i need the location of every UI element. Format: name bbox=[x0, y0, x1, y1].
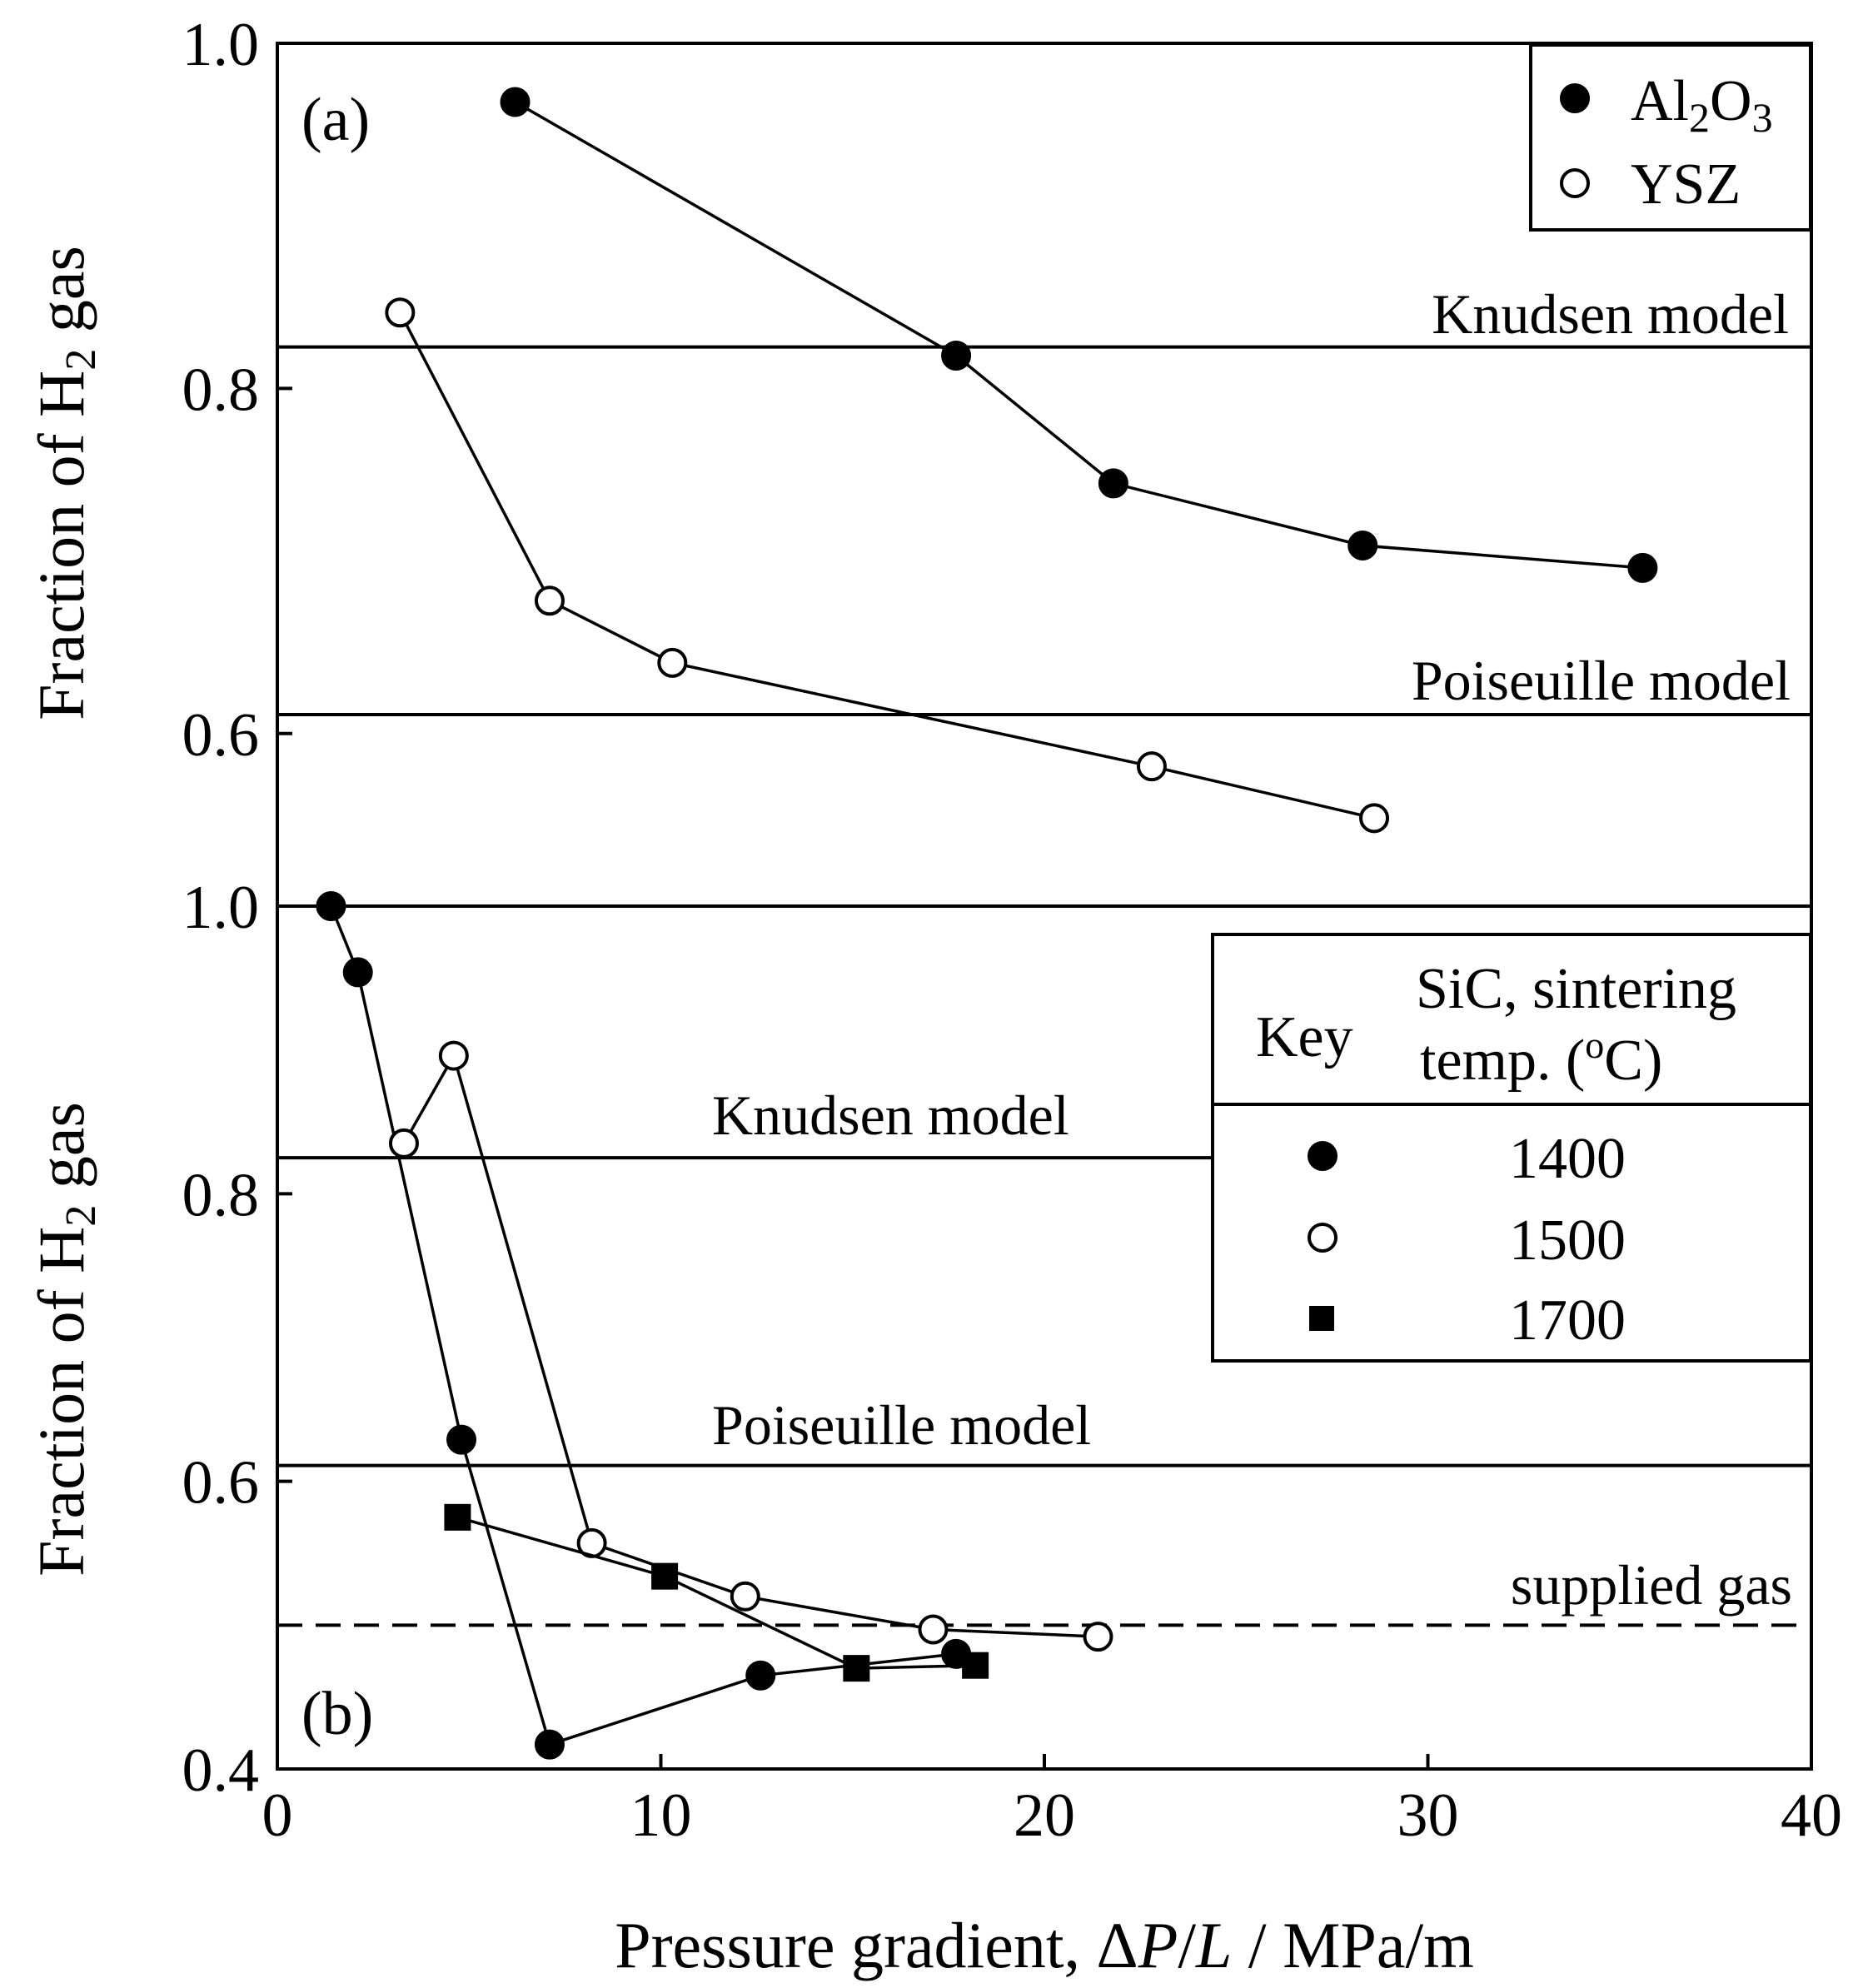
x-tick-label: 30 bbox=[1397, 1781, 1459, 1850]
legend-1500-marker bbox=[1308, 1223, 1337, 1253]
legend-ysz-marker bbox=[1560, 168, 1590, 198]
x-axis-title: Pressure gradient, ΔP/L / MPa/m bbox=[615, 1909, 1474, 1981]
panel-b-point-1500 bbox=[1083, 1622, 1113, 1652]
panel-b-point-1400 bbox=[745, 1660, 776, 1691]
panel-a-y-tick-label: 0.6 bbox=[182, 701, 260, 770]
panel-b-point-1700 bbox=[651, 1562, 679, 1590]
panel-b-series bbox=[316, 891, 1113, 1760]
panel-a-letter: (a) bbox=[301, 86, 370, 154]
legend-1500-label: 1500 bbox=[1509, 1208, 1626, 1273]
panel-b-point-1500 bbox=[438, 1040, 469, 1071]
panel-a-point-ysz bbox=[385, 297, 416, 328]
legend-1400-label: 1400 bbox=[1509, 1127, 1626, 1191]
panel-b-point-1700 bbox=[843, 1655, 870, 1682]
panel-a-legend: Al2O3 YSZ bbox=[1529, 43, 1812, 232]
x-tick-label: 10 bbox=[630, 1781, 692, 1850]
panel-a-point-ysz bbox=[657, 647, 688, 678]
panel-b-series-1700-line bbox=[456, 1516, 976, 1670]
panel-b-x-ticks: 0 10 20 30 40 bbox=[262, 1754, 1842, 1850]
legend-header-line1: SiC, sintering bbox=[1416, 957, 1736, 1021]
legend-al2o3-marker bbox=[1560, 83, 1590, 113]
panel-a-y-tick-label: 1.0 bbox=[182, 11, 260, 79]
panel-a-y-axis-title: Fraction of H2 gas bbox=[25, 246, 105, 720]
panel-a-point-ysz bbox=[534, 585, 565, 616]
panel-a-point-al2o3 bbox=[1347, 530, 1378, 561]
x-tick-label: 40 bbox=[1781, 1781, 1842, 1850]
panel-a-series-ysz-line bbox=[398, 311, 1375, 820]
legend-header-line2: temp. (oC) bbox=[1420, 1024, 1662, 1093]
panel-a-reference-lines bbox=[277, 345, 1811, 717]
legend-1400-marker bbox=[1308, 1141, 1337, 1171]
legend-ysz-label: YSZ bbox=[1631, 152, 1741, 217]
panel-b-letter: (b) bbox=[301, 1680, 373, 1748]
panel-b-supplied-gas-label: supplied gas bbox=[1511, 1553, 1792, 1617]
panel-b-point-1500 bbox=[918, 1614, 949, 1645]
panel-a-point-al2o3 bbox=[500, 87, 531, 117]
panel-b-poiseuille-label: Poiseuille model bbox=[712, 1393, 1091, 1457]
panel-b-legend: Key SiC, sintering temp. (oC) 1400 1500 … bbox=[1211, 933, 1812, 1363]
panel-a-point-al2o3 bbox=[1098, 468, 1128, 499]
panel-a-series bbox=[385, 87, 1658, 834]
panel-a-point-ysz bbox=[1136, 751, 1167, 782]
panel-b-point-1700 bbox=[444, 1503, 471, 1531]
panel-b-y-tick-label: 0.6 bbox=[182, 1449, 260, 1517]
panel-a-point-al2o3 bbox=[941, 341, 972, 371]
panel-b-y-ticks: 1.0 0.8 0.6 0.4 bbox=[182, 874, 292, 1805]
panel-b: 1.0 0.8 0.6 0.4 0 10 20 30 40 (b) Knudsen model… bbox=[182, 874, 1843, 1850]
panel-a-poiseuille-label: Poiseuille model bbox=[1412, 649, 1791, 712]
panel-b-point-1500 bbox=[730, 1581, 760, 1612]
panel-b-y-tick-label: 0.4 bbox=[182, 1736, 260, 1805]
panel-b-knudsen-label: Knudsen model bbox=[712, 1084, 1069, 1147]
panel-a-point-al2o3 bbox=[1627, 552, 1658, 583]
panel-b-point-1400 bbox=[342, 957, 373, 988]
legend-al2o3-label: Al2O3 bbox=[1631, 69, 1773, 141]
panel-b-y-axis-title: Fraction of H2 gas bbox=[25, 1102, 105, 1577]
panel-b-y-tick-label: 1.0 bbox=[182, 874, 260, 942]
panel-a: 1.0 0.8 0.6 (a) Knudsen model Poiseuille m… bbox=[182, 11, 1813, 908]
legend-key-label: Key bbox=[1256, 1005, 1353, 1069]
panel-a-legend-box bbox=[1529, 43, 1812, 232]
x-tick-label: 0 bbox=[262, 1781, 293, 1850]
panel-b-point-1400 bbox=[316, 891, 346, 921]
legend-1700-marker bbox=[1309, 1306, 1334, 1331]
panel-a-knudsen-label: Knudsen model bbox=[1432, 282, 1789, 346]
legend-1700-label: 1700 bbox=[1509, 1288, 1626, 1353]
x-tick-label: 20 bbox=[1014, 1781, 1075, 1850]
panel-b-point-1400 bbox=[534, 1729, 565, 1760]
panel-b-point-1500 bbox=[388, 1128, 419, 1158]
panel-a-point-ysz bbox=[1359, 803, 1390, 834]
panel-a-y-tick-label: 0.8 bbox=[182, 356, 260, 424]
panel-b-point-1400 bbox=[446, 1424, 477, 1455]
panel-b-y-tick-label: 0.8 bbox=[182, 1161, 260, 1229]
panel-b-series-1400-line bbox=[329, 905, 957, 1746]
panel-b-point-1700 bbox=[962, 1652, 989, 1679]
panel-a-y-ticks: 1.0 0.8 0.6 bbox=[182, 11, 292, 770]
